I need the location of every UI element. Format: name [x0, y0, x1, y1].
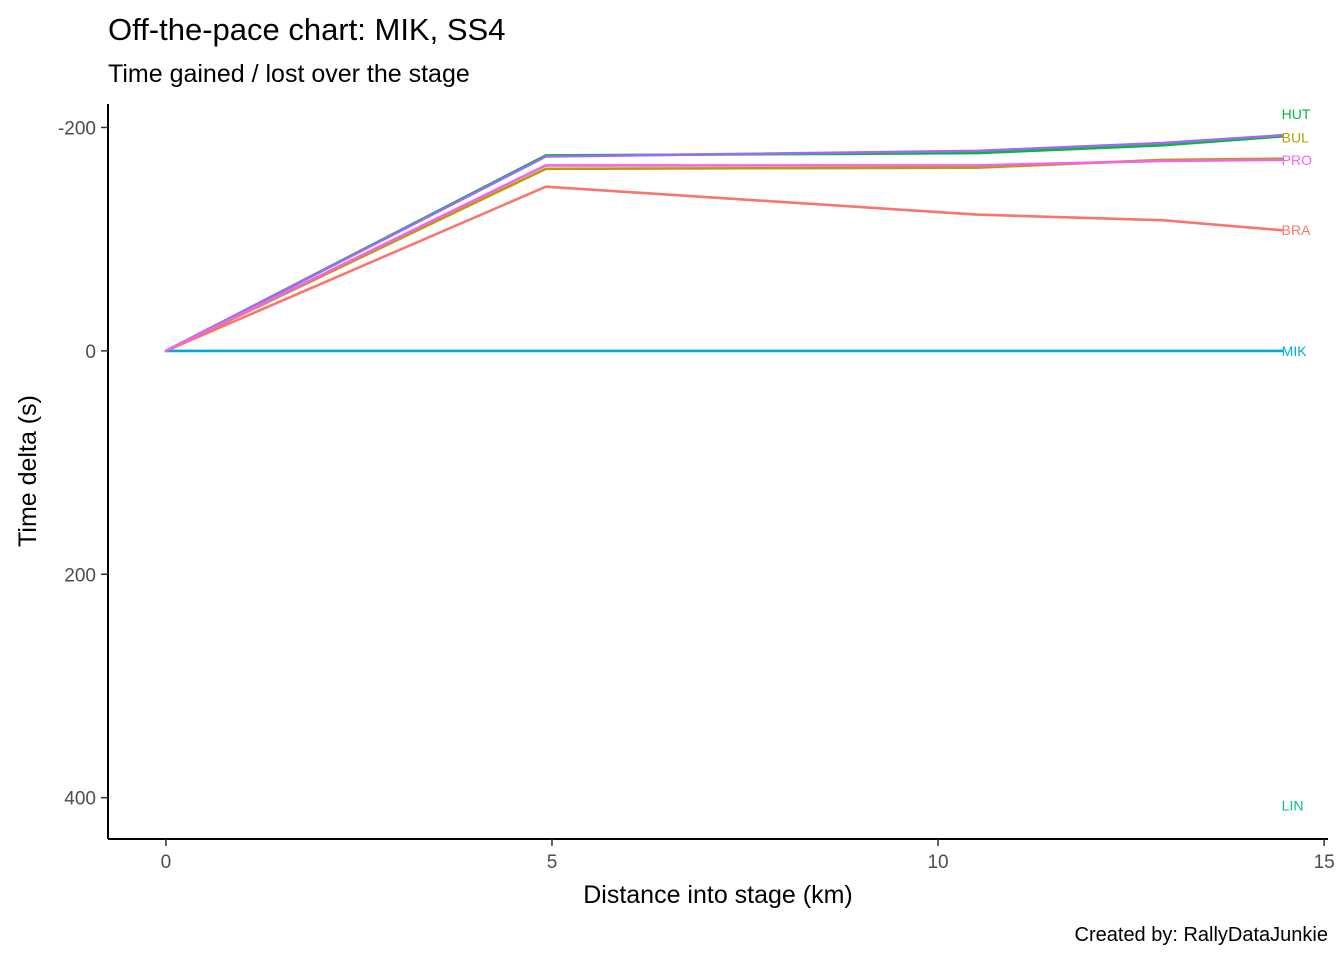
- x-tick-label: 0: [161, 852, 172, 873]
- series-line-series-5: [164, 134, 1283, 353]
- x-tick-label: 10: [927, 852, 948, 873]
- series-line-pro: [164, 158, 1283, 353]
- y-axis-ticks: -200 0 200 400: [58, 118, 108, 810]
- series-label-bul: BUL: [1282, 130, 1309, 146]
- y-axis-title: Time delta (s): [14, 395, 42, 547]
- y-tick-label: 200: [64, 565, 96, 586]
- chart-title: Off-the-pace chart: MIK, SS4: [108, 12, 505, 47]
- x-axis-title: Distance into stage (km): [583, 881, 853, 909]
- series-label-hut: HUT: [1282, 106, 1311, 122]
- series-labels: BRA BUL HUT LIN MIK PRO: [1282, 106, 1312, 813]
- chart-subtitle: Time gained / lost over the stage: [108, 60, 470, 88]
- y-tick-label: -200: [58, 118, 96, 139]
- series-layer: [164, 134, 1283, 353]
- series-line-bra: [164, 185, 1283, 353]
- y-tick-label: 0: [85, 342, 96, 363]
- x-axis-ticks: 0 5 10 15: [161, 839, 1335, 873]
- x-tick-label: 15: [1314, 852, 1335, 873]
- series-line-bul: [164, 157, 1283, 353]
- series-label-lin: LIN: [1282, 797, 1304, 813]
- series-label-bra: BRA: [1282, 222, 1311, 238]
- series-label-mik: MIK: [1282, 343, 1308, 359]
- chart-caption: Created by: RallyDataJunkie: [1075, 924, 1328, 946]
- x-tick-label: 5: [547, 852, 558, 873]
- series-label-pro: PRO: [1282, 152, 1312, 168]
- y-tick-label: 400: [64, 789, 96, 810]
